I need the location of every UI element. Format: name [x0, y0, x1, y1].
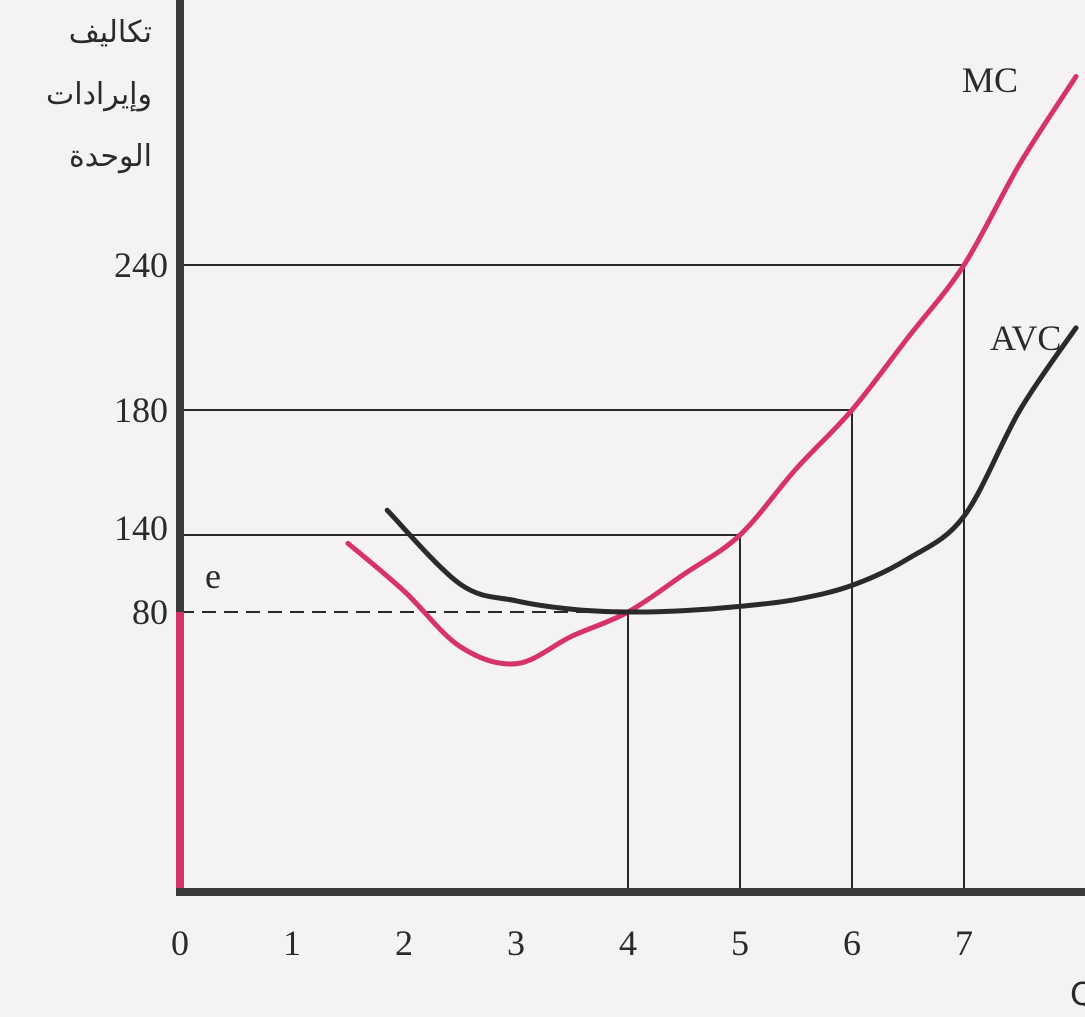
x-tick-label-6: 6 — [843, 923, 861, 963]
axes — [176, 0, 1085, 896]
y-axis-label-line-1: تكاليف — [69, 15, 152, 50]
y-tick-label-80: 80 — [132, 592, 168, 632]
y-axis-label-line-2: وإيرادات — [46, 77, 152, 112]
x-tick-label-3: 3 — [507, 923, 525, 963]
cost-curves — [345, 74, 1079, 667]
avc-curve-label: AVC — [990, 318, 1061, 358]
x-tick-label-5: 5 — [731, 923, 749, 963]
y-tick-label-240: 240 — [114, 245, 168, 285]
guide-lines — [180, 264, 965, 888]
tick-labels: 0 1 2 3 4 5 6 7 80 140 180 240 — [114, 245, 973, 963]
mc-curve — [345, 74, 1079, 667]
y-axis-label-line-3: الوحدة — [69, 139, 152, 174]
x-tick-label-7: 7 — [955, 923, 973, 963]
mc-curve-label: MC — [962, 60, 1018, 100]
y-tick-label-140: 140 — [114, 508, 168, 548]
x-tick-label-0: 0 — [171, 923, 189, 963]
y-tick-label-180: 180 — [114, 390, 168, 430]
point-e-label: e — [205, 556, 221, 596]
x-tick-label-2: 2 — [395, 923, 413, 963]
avc-curve — [384, 325, 1079, 615]
x-tick-label-4: 4 — [619, 923, 637, 963]
x-axis-label: حجم الإنتاج Q — [1070, 975, 1085, 1013]
x-tick-label-1: 1 — [283, 923, 301, 963]
